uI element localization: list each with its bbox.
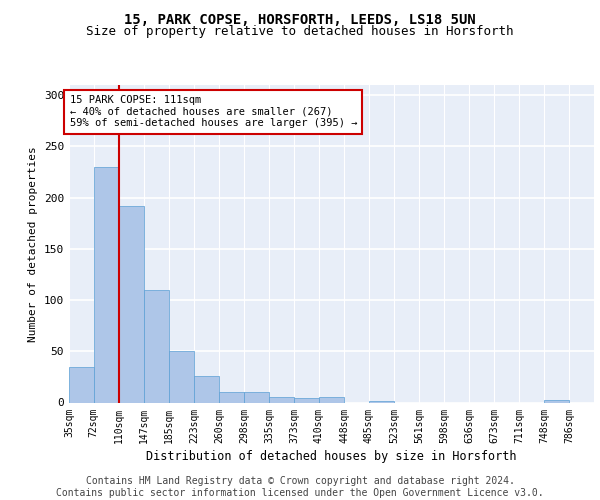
- Bar: [219, 392, 244, 402]
- Bar: [169, 352, 194, 403]
- Text: Contains HM Land Registry data © Crown copyright and database right 2024.
Contai: Contains HM Land Registry data © Crown c…: [56, 476, 544, 498]
- Bar: [94, 167, 119, 402]
- Bar: [244, 392, 269, 402]
- X-axis label: Distribution of detached houses by size in Horsforth: Distribution of detached houses by size …: [146, 450, 517, 462]
- Bar: [319, 398, 344, 402]
- Bar: [143, 290, 169, 403]
- Bar: [119, 206, 143, 402]
- Text: 15 PARK COPSE: 111sqm
← 40% of detached houses are smaller (267)
59% of semi-det: 15 PARK COPSE: 111sqm ← 40% of detached …: [70, 95, 357, 128]
- Bar: [544, 400, 569, 402]
- Bar: [294, 398, 319, 402]
- Text: Size of property relative to detached houses in Horsforth: Size of property relative to detached ho…: [86, 25, 514, 38]
- Bar: [269, 398, 294, 402]
- Text: 15, PARK COPSE, HORSFORTH, LEEDS, LS18 5UN: 15, PARK COPSE, HORSFORTH, LEEDS, LS18 5…: [124, 12, 476, 26]
- Bar: [69, 366, 94, 402]
- Y-axis label: Number of detached properties: Number of detached properties: [28, 146, 38, 342]
- Bar: [194, 376, 219, 402]
